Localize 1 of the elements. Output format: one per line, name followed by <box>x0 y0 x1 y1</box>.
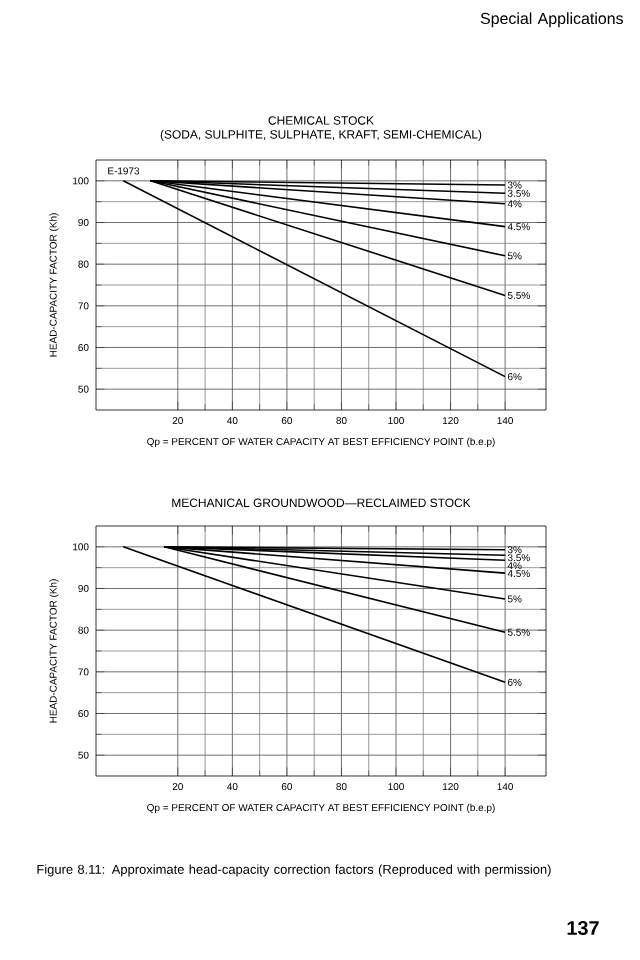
text: 137 <box>567 920 599 936</box>
